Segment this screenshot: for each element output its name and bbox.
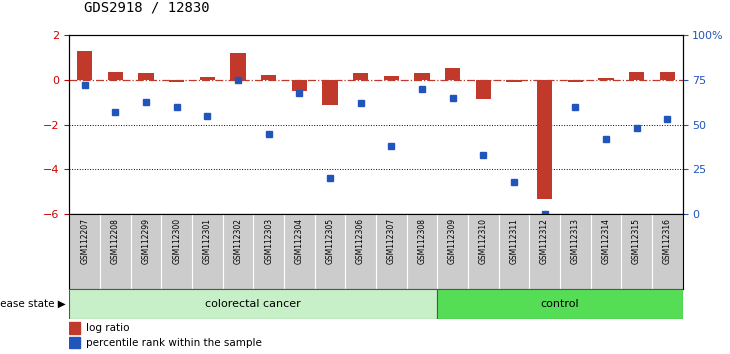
Text: GSM112311: GSM112311 — [510, 218, 518, 264]
Text: GSM112315: GSM112315 — [632, 218, 641, 264]
Bar — [169, 80, 184, 82]
Text: GSM112207: GSM112207 — [80, 218, 89, 264]
Text: colorectal cancer: colorectal cancer — [205, 298, 301, 309]
Bar — [660, 72, 675, 80]
Text: GSM112303: GSM112303 — [264, 218, 273, 264]
Bar — [437, 289, 683, 319]
Text: percentile rank within the sample: percentile rank within the sample — [86, 338, 262, 348]
Text: GSM112313: GSM112313 — [571, 218, 580, 264]
Text: GSM112316: GSM112316 — [663, 218, 672, 264]
Text: GSM112300: GSM112300 — [172, 218, 181, 264]
Text: GSM112306: GSM112306 — [356, 218, 365, 264]
Bar — [69, 337, 80, 348]
Bar — [629, 72, 645, 80]
Text: GSM112208: GSM112208 — [111, 218, 120, 264]
Text: GDS2918 / 12830: GDS2918 / 12830 — [84, 0, 210, 14]
Bar — [537, 80, 553, 199]
Text: GSM112310: GSM112310 — [479, 218, 488, 264]
Bar — [599, 78, 614, 80]
Bar — [69, 322, 80, 334]
Text: GSM112305: GSM112305 — [326, 218, 334, 264]
Text: GSM112307: GSM112307 — [387, 218, 396, 264]
Text: GSM112308: GSM112308 — [418, 218, 426, 264]
Bar — [291, 80, 307, 91]
Bar — [476, 80, 491, 99]
Text: disease state ▶: disease state ▶ — [0, 298, 66, 309]
Text: log ratio: log ratio — [86, 323, 130, 333]
Text: GSM112314: GSM112314 — [602, 218, 610, 264]
Text: GSM112302: GSM112302 — [234, 218, 242, 264]
Bar — [507, 80, 521, 82]
Bar — [69, 289, 437, 319]
Bar — [200, 77, 215, 80]
Bar — [231, 53, 245, 80]
Bar — [445, 68, 461, 80]
Bar — [139, 73, 154, 80]
Text: GSM112309: GSM112309 — [448, 218, 457, 264]
Bar — [415, 73, 429, 80]
Bar — [568, 80, 583, 82]
Bar — [108, 72, 123, 80]
Bar — [261, 74, 276, 80]
Text: control: control — [541, 298, 579, 309]
Bar — [77, 51, 92, 80]
Bar — [323, 80, 337, 105]
Text: GSM112312: GSM112312 — [540, 218, 549, 264]
Text: GSM112301: GSM112301 — [203, 218, 212, 264]
Text: GSM112304: GSM112304 — [295, 218, 304, 264]
Bar — [353, 73, 369, 80]
Text: GSM112299: GSM112299 — [142, 218, 150, 264]
Bar — [384, 76, 399, 80]
